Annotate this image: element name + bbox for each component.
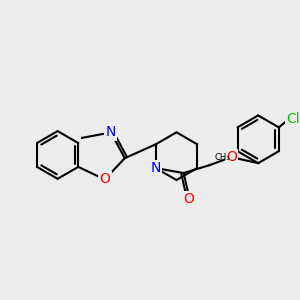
Text: CH₃: CH₃ [215, 153, 230, 162]
Text: N: N [151, 161, 161, 175]
Text: O: O [183, 192, 194, 206]
Text: O: O [226, 150, 237, 164]
Text: O: O [99, 172, 110, 186]
Text: Cl: Cl [286, 112, 300, 126]
Text: N: N [106, 125, 116, 140]
